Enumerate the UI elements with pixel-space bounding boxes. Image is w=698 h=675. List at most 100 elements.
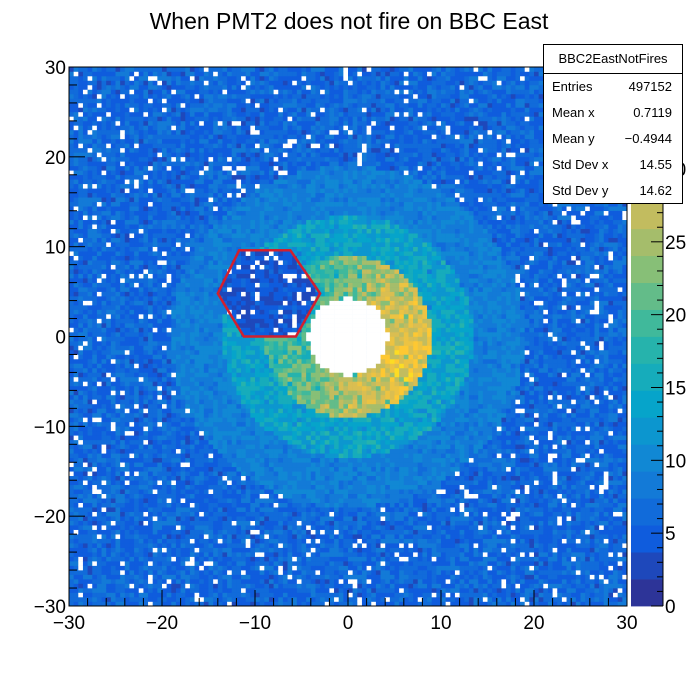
heatmap-cell — [250, 143, 256, 149]
heatmap-cell — [255, 264, 260, 270]
heatmap-cell — [203, 408, 209, 414]
heatmap-cell — [134, 318, 140, 324]
heatmap-cell — [194, 372, 200, 378]
heatmap-cell — [129, 170, 135, 176]
heatmap-cell — [157, 215, 163, 221]
heatmap-cell — [134, 376, 140, 382]
heatmap-cell — [148, 489, 153, 495]
heatmap-cell — [78, 134, 84, 140]
heatmap-cell — [101, 457, 107, 463]
heatmap-cell — [78, 152, 84, 158]
heatmap-cell — [143, 170, 149, 176]
heatmap-cell — [171, 547, 177, 553]
heatmap-cell — [162, 385, 167, 391]
heatmap-cell — [180, 426, 186, 432]
heatmap-cell — [185, 170, 191, 176]
heatmap-cell — [255, 165, 260, 171]
heatmap-cell — [213, 372, 219, 378]
heatmap-cell — [245, 385, 251, 391]
heatmap-cell — [241, 385, 246, 391]
heatmap-cell — [222, 493, 228, 499]
heatmap-cell — [92, 385, 98, 391]
heatmap-cell — [222, 462, 228, 468]
heatmap-cell — [222, 318, 228, 324]
heatmap-cell — [162, 174, 167, 180]
heatmap-cell — [255, 71, 260, 77]
heatmap-cell — [87, 251, 93, 256]
heatmap-cell — [194, 439, 200, 445]
heatmap-cell — [208, 340, 214, 346]
heatmap-cell — [217, 466, 223, 472]
heatmap-cell — [250, 534, 256, 539]
heatmap-cell — [115, 111, 121, 117]
heatmap-cell — [222, 574, 228, 580]
heatmap-cell — [231, 340, 237, 346]
heatmap-cell — [82, 511, 88, 517]
heatmap-cell — [82, 579, 88, 584]
heatmap-cell — [162, 125, 167, 131]
heatmap-cell — [124, 246, 130, 252]
heatmap-cell — [78, 538, 84, 544]
heatmap-cell — [120, 242, 126, 247]
heatmap-cell — [180, 179, 186, 185]
heatmap-cell — [129, 246, 135, 252]
heatmap-cell — [120, 453, 126, 459]
heatmap-cell — [82, 520, 88, 526]
heatmap-cell — [189, 251, 195, 256]
heatmap-cell — [208, 543, 214, 548]
heatmap-cell — [171, 314, 177, 319]
heatmap-cell — [124, 399, 130, 405]
heatmap-cell — [148, 480, 153, 486]
heatmap-cell — [92, 111, 98, 117]
heatmap-cell — [124, 291, 130, 297]
heatmap-cell — [157, 588, 163, 593]
heatmap-cell — [245, 89, 251, 95]
heatmap-cell — [185, 188, 191, 194]
heatmap-cell — [110, 147, 116, 153]
heatmap-cell — [124, 529, 130, 535]
heatmap-cell — [245, 489, 251, 495]
heatmap-cell — [134, 111, 140, 117]
heatmap-cell — [180, 565, 186, 571]
heatmap-cell — [106, 538, 112, 544]
heatmap-cell — [217, 179, 223, 185]
heatmap-cell — [245, 372, 251, 378]
heatmap-cell — [185, 323, 191, 328]
heatmap-cell — [106, 251, 112, 256]
heatmap-cell — [73, 278, 79, 283]
heatmap-cell — [106, 543, 112, 548]
heatmap-cell — [96, 520, 102, 526]
heatmap-cell — [134, 291, 140, 297]
heatmap-cell — [236, 125, 242, 131]
heatmap-cell — [255, 143, 260, 149]
heatmap-cell — [148, 143, 153, 149]
heatmap-cell — [203, 287, 209, 292]
heatmap-cell — [110, 498, 116, 503]
heatmap-cell — [236, 67, 242, 72]
heatmap-cell — [69, 579, 74, 584]
heatmap-cell — [236, 354, 242, 360]
heatmap-cell — [134, 588, 140, 593]
heatmap-cell — [245, 143, 251, 149]
heatmap-cell — [213, 399, 219, 405]
heatmap-cell — [203, 201, 209, 207]
heatmap-cell — [241, 210, 246, 216]
heatmap-cell — [217, 237, 223, 243]
heatmap-cell — [96, 67, 102, 72]
heatmap-cell — [124, 224, 130, 229]
heatmap-cell — [217, 516, 223, 521]
heatmap-cell — [73, 269, 79, 274]
heatmap-cell — [231, 448, 237, 454]
heatmap-cell — [199, 134, 205, 140]
heatmap-cell — [124, 300, 130, 306]
heatmap-cell — [106, 147, 112, 153]
heatmap-cell — [96, 89, 102, 95]
heatmap-cell — [143, 453, 149, 459]
heatmap-cell — [134, 448, 140, 454]
heatmap-cell — [134, 349, 140, 355]
heatmap-cell — [162, 332, 167, 337]
heatmap-cell — [78, 475, 84, 481]
heatmap-cell — [250, 345, 256, 351]
heatmap-cell — [185, 179, 191, 185]
heatmap-cell — [115, 89, 121, 95]
